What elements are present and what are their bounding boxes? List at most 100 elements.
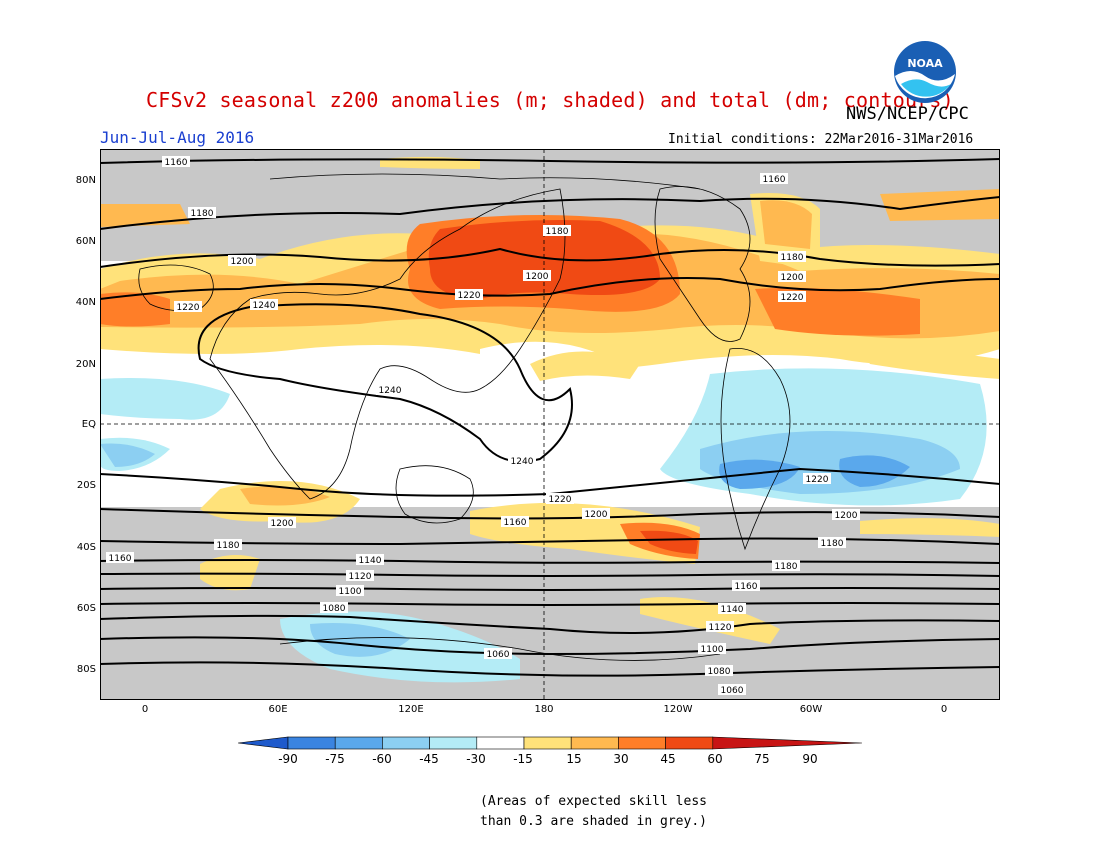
colorbar-swatch: [570, 736, 619, 750]
svg-text:1060: 1060: [487, 650, 510, 660]
contour-label: 1220: [174, 301, 202, 313]
svg-text:1180: 1180: [217, 541, 240, 551]
contour-label: 1220: [778, 291, 806, 303]
colorbar-swatch: [334, 736, 383, 750]
svg-text:1220: 1220: [177, 303, 200, 313]
agency-label: NWS/NCEP/CPC: [846, 104, 969, 124]
colorbar-label: 75: [754, 752, 770, 766]
contour-label: 1080: [705, 665, 733, 677]
contour-label: 1200: [523, 270, 551, 282]
contour-label: 1180: [818, 537, 846, 549]
lon-label: 0: [940, 704, 948, 715]
colorbar-swatch: [712, 736, 862, 750]
colorbar-swatch: [665, 736, 714, 750]
contour-label: 1180: [543, 225, 571, 237]
svg-text:1160: 1160: [763, 175, 786, 185]
colorbar-label: -60: [372, 752, 392, 766]
svg-text:1100: 1100: [701, 645, 724, 655]
colorbar-swatch: [238, 736, 289, 750]
contour-label: 1180: [188, 207, 216, 219]
colorbar-label: -75: [325, 752, 345, 766]
lat-label: 80S: [76, 664, 96, 675]
colorbar-swatch: [618, 736, 666, 750]
contour-label: 1160: [732, 580, 760, 592]
contour-label: 1160: [760, 173, 788, 185]
svg-text:1120: 1120: [349, 572, 372, 582]
colorbar-label: -45: [419, 752, 439, 766]
contour-label: 1200: [268, 517, 296, 529]
contour-label: 1240: [250, 299, 278, 311]
svg-text:1200: 1200: [526, 272, 549, 282]
svg-text:1180: 1180: [191, 209, 214, 219]
colorbar-label: 90: [802, 752, 818, 766]
lon-label: 60E: [268, 704, 288, 715]
svg-text:1080: 1080: [323, 604, 346, 614]
lon-label: 180: [534, 704, 554, 715]
skill-footnote: (Areas of expected skill less than 0.3 a…: [480, 794, 707, 829]
svg-text:1200: 1200: [585, 510, 608, 520]
lat-label: 20S: [76, 480, 96, 491]
contour-label: 1180: [772, 560, 800, 572]
svg-text:1160: 1160: [109, 554, 132, 564]
contour-label: 1200: [228, 255, 256, 267]
contour-label: 1200: [778, 271, 806, 283]
lat-label: EQ: [81, 419, 96, 430]
svg-text:1160: 1160: [165, 158, 188, 168]
contour-label: 1240: [376, 384, 404, 396]
season-label: Jun-Jul-Aug 2016: [100, 128, 255, 147]
colorbar-label: 30: [613, 752, 629, 766]
contour-label: 1160: [501, 516, 529, 528]
chart-title: CFSv2 seasonal z200 anomalies (m; shaded…: [146, 88, 954, 112]
contour-label: 1200: [832, 509, 860, 521]
lat-label: 20N: [75, 359, 96, 370]
initial-conditions-label: Initial conditions: 22Mar2016-31Mar2016: [668, 132, 974, 147]
colorbar-label: 45: [660, 752, 676, 766]
colorbar-swatches: [238, 736, 862, 750]
contour-label: 1120: [346, 570, 374, 582]
contour-label: 1060: [718, 684, 746, 696]
graticule: [100, 149, 1000, 700]
contour-label-set: 1160 1180 1200 1220 1240 1160 1180 1200 …: [106, 156, 860, 696]
contour-label: 1180: [778, 251, 806, 263]
height-contours: [100, 158, 1000, 677]
contour-label: 1160: [106, 552, 134, 564]
lon-label: 0: [141, 704, 149, 715]
colorbar-swatch: [429, 736, 478, 750]
lat-label: 60N: [75, 236, 96, 247]
svg-text:1120: 1120: [709, 623, 732, 633]
svg-text:1240: 1240: [511, 457, 534, 467]
colorbar-label: -90: [278, 752, 298, 766]
svg-text:1160: 1160: [504, 518, 527, 528]
colorbar-label: 60: [707, 752, 723, 766]
colorbar-swatch: [287, 736, 336, 750]
contour-label: 1140: [356, 554, 384, 566]
svg-text:1180: 1180: [781, 253, 804, 263]
noaa-logo: NOAA: [894, 41, 956, 103]
svg-text:1080: 1080: [708, 667, 731, 677]
svg-text:1220: 1220: [549, 495, 572, 505]
lon-label: 120E: [398, 704, 424, 715]
anomaly-map: 1160 1180 1200 1220 1240 1160 1180 1200 …: [100, 149, 1000, 700]
contour-label: 1100: [698, 643, 726, 655]
colorbar-label: 15: [566, 752, 582, 766]
lat-label: 40N: [75, 297, 96, 308]
lat-label: 80N: [75, 175, 96, 186]
contour-label: 1220: [803, 473, 831, 485]
lon-label: 120W: [663, 704, 693, 715]
svg-text:1160: 1160: [735, 582, 758, 592]
colorbar-swatch: [523, 736, 572, 750]
contour-label: 1180: [214, 539, 242, 551]
contour-label: 1240: [508, 455, 536, 467]
svg-text:1060: 1060: [721, 686, 744, 696]
svg-text:1200: 1200: [781, 273, 804, 283]
svg-text:1180: 1180: [821, 539, 844, 549]
contour-label: 1080: [320, 602, 348, 614]
contour-label: 1140: [718, 603, 746, 615]
colorbar-label: -15: [513, 752, 533, 766]
svg-text:1180: 1180: [546, 227, 569, 237]
svg-text:1220: 1220: [781, 293, 804, 303]
svg-text:1200: 1200: [835, 511, 858, 521]
svg-text:1200: 1200: [231, 257, 254, 267]
contour-label: 1120: [706, 621, 734, 633]
colorbar: [238, 736, 862, 750]
